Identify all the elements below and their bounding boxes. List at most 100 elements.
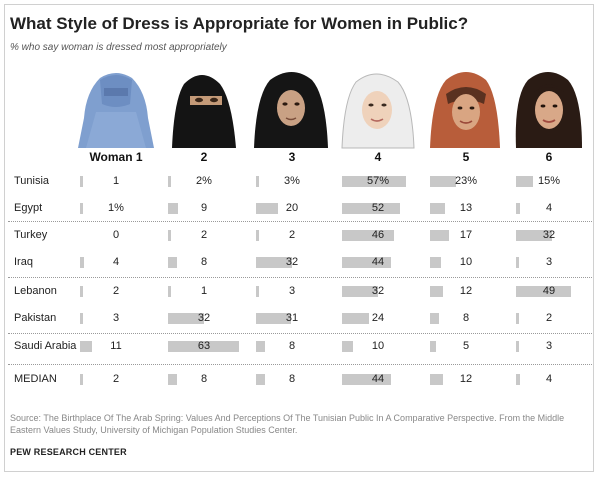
value-bar (80, 203, 83, 214)
value-bar (430, 341, 436, 352)
value-bar (342, 176, 406, 187)
value-bar (430, 313, 439, 324)
value-label: 9 (200, 202, 208, 214)
value-label: 4 (545, 373, 553, 385)
value-bar (80, 341, 93, 352)
value-label: 2 (200, 229, 208, 241)
value-bar (168, 230, 171, 241)
value-label: 12 (459, 373, 473, 385)
row-label: Iraq (14, 256, 33, 268)
value-bar (342, 286, 378, 297)
value-bar (168, 203, 179, 214)
row-label: Lebanon (14, 285, 57, 297)
value-label: 46 (371, 229, 385, 241)
chart-frame (4, 4, 594, 472)
column-header-6: 6 (545, 150, 553, 164)
value-bar (516, 230, 552, 241)
row-group-separator (8, 364, 592, 365)
value-label: 1% (108, 202, 124, 214)
value-label: 8 (462, 312, 470, 324)
value-label: 3 (288, 285, 296, 297)
value-bar (80, 286, 83, 297)
value-label: 32 (371, 285, 385, 297)
value-label: 8 (200, 373, 208, 385)
value-bar (256, 313, 291, 324)
value-bar (256, 286, 260, 297)
value-bar (430, 230, 450, 241)
row-label: Turkey (14, 229, 48, 241)
value-label: 3 (112, 312, 120, 324)
column-header-5: 5 (462, 150, 470, 164)
value-bar (168, 374, 177, 385)
value-bar (168, 341, 239, 352)
value-bar (430, 374, 444, 385)
value-label: 1 (112, 175, 120, 187)
value-label: 3% (284, 175, 300, 187)
row-label: Saudi Arabia (14, 340, 77, 352)
value-bar (168, 313, 204, 324)
value-label: 12 (459, 285, 473, 297)
value-bar (256, 176, 260, 187)
row-label: Pakistan (14, 312, 57, 324)
value-label: 31 (285, 312, 299, 324)
value-bar (516, 313, 519, 324)
value-bar (168, 176, 171, 187)
value-label: 2% (196, 175, 212, 187)
value-bar (516, 286, 571, 297)
value-label: 44 (371, 256, 385, 268)
source-note: Source: The Birthplace Of The Arab Sprin… (10, 413, 565, 435)
value-label: 2 (112, 373, 120, 385)
value-label: 4 (112, 256, 120, 268)
value-bar (80, 313, 84, 324)
value-label: 52 (371, 202, 385, 214)
value-bar (168, 286, 171, 297)
value-bar (80, 257, 85, 268)
row-group-separator (8, 277, 592, 278)
value-label: 10 (459, 256, 473, 268)
value-bar (430, 176, 456, 187)
value-label: 2 (288, 229, 296, 241)
loose-scarf-woman-icon (430, 72, 500, 148)
value-bar (80, 374, 83, 385)
value-bar (430, 203, 445, 214)
value-bar (342, 374, 392, 385)
woman-figures (78, 72, 582, 149)
value-label: 24 (371, 312, 385, 324)
value-bar (80, 176, 83, 187)
column-header-3: 3 (288, 150, 296, 164)
value-bar (342, 230, 394, 241)
burqa-woman-icon (78, 73, 154, 148)
value-bar (516, 374, 521, 385)
value-label: 23% (454, 175, 478, 187)
value-label: 8 (288, 373, 296, 385)
value-bar (516, 203, 521, 214)
value-label: 8 (200, 256, 208, 268)
value-bar (256, 203, 279, 214)
value-label: 20 (285, 202, 299, 214)
value-label: 3 (545, 256, 553, 268)
value-label: 8 (288, 340, 296, 352)
row-label: Egypt (14, 202, 43, 214)
row-group-separator (8, 333, 592, 334)
value-label: 11 (110, 340, 122, 352)
value-bar (342, 257, 392, 268)
value-label: 63 (197, 340, 211, 352)
value-bar (430, 286, 444, 297)
value-bar (256, 341, 265, 352)
chart-title: What Style of Dress is Appropriate for W… (10, 14, 469, 33)
value-label: 49 (542, 285, 556, 297)
row-group-separator (8, 221, 592, 222)
column-header-2: 2 (200, 150, 208, 164)
hijab-woman-icon (341, 73, 415, 149)
value-label: 57% (366, 175, 390, 187)
value-bar (256, 374, 265, 385)
value-bar (168, 257, 177, 268)
value-label: 32 (285, 256, 299, 268)
value-label: 2 (545, 312, 553, 324)
credit-label: PEW RESEARCH CENTER (10, 447, 127, 457)
value-label: 0 (112, 229, 120, 241)
value-bar (256, 230, 259, 241)
value-label: 44 (371, 373, 385, 385)
value-label: 10 (371, 340, 385, 352)
row-label: Tunisia (14, 175, 50, 187)
